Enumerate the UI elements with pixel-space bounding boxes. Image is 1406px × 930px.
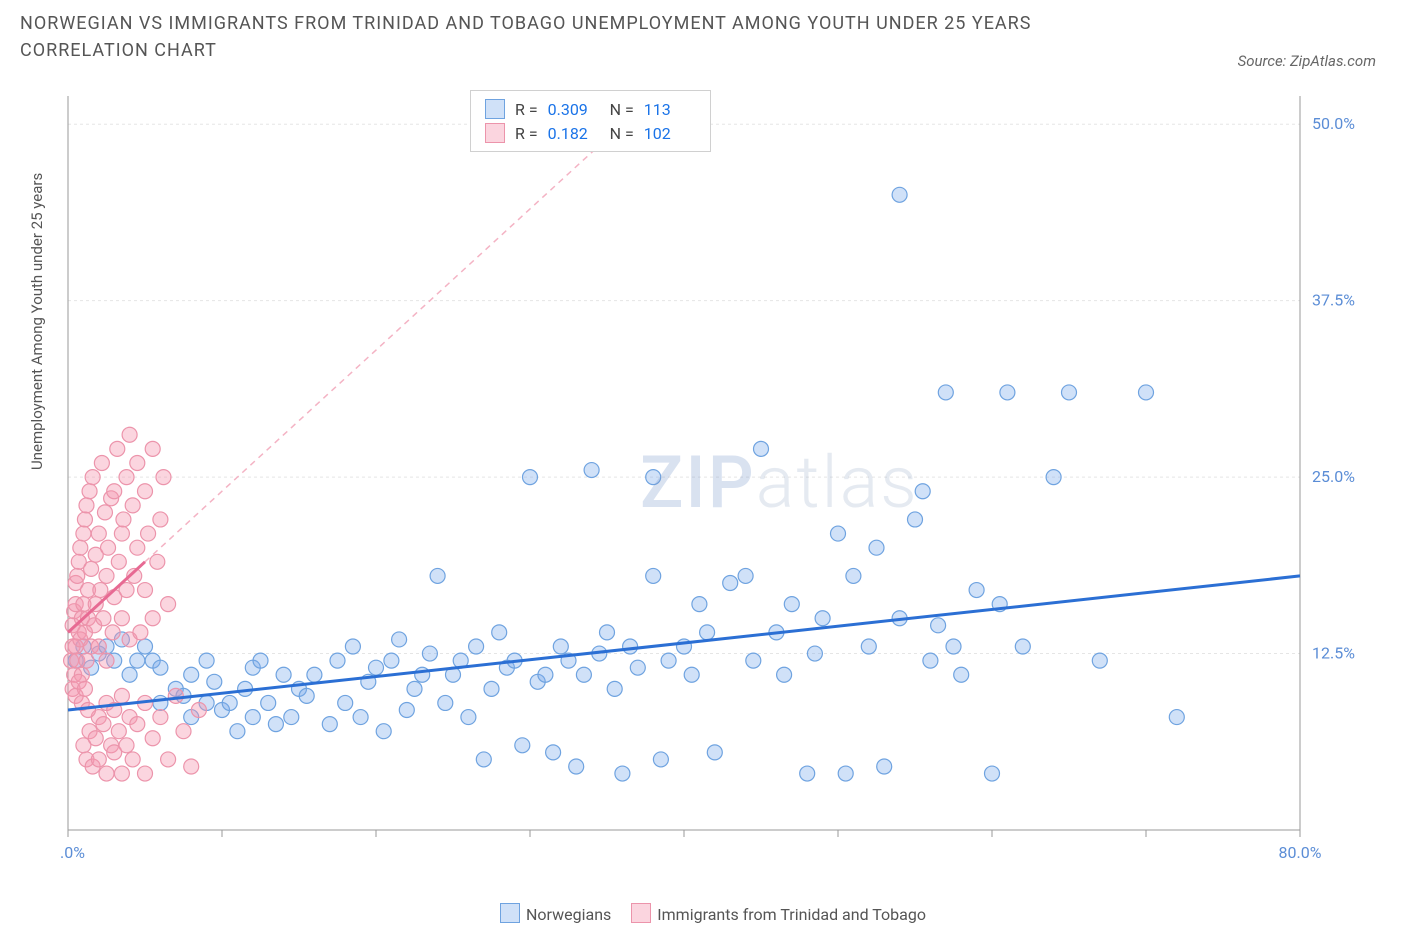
stats-row: R = 0.309 N = 113 bbox=[485, 97, 696, 121]
n-value: 113 bbox=[644, 100, 696, 119]
r-value: 0.182 bbox=[548, 124, 600, 143]
r-value: 0.309 bbox=[548, 100, 600, 119]
svg-text:25.0%: 25.0% bbox=[1312, 467, 1355, 486]
series-swatch bbox=[485, 99, 505, 119]
legend-label: Norwegians bbox=[526, 905, 611, 924]
scatter-chart: 12.5% 25.0% 37.5% 50.0% 0.0% 80.0% bbox=[60, 90, 1380, 880]
source-attribution: Source: ZipAtlas.com bbox=[1238, 52, 1376, 70]
svg-text:12.5%: 12.5% bbox=[1312, 644, 1355, 663]
legend-label: Immigrants from Trinidad and Tobago bbox=[657, 905, 926, 924]
chart-title: NORWEGIAN VS IMMIGRANTS FROM TRINIDAD AN… bbox=[20, 10, 1120, 64]
svg-text:50.0%: 50.0% bbox=[1312, 114, 1355, 133]
correlation-stats-legend: R = 0.309 N = 113 R = 0.182 N = 102 bbox=[470, 90, 711, 152]
n-label: N = bbox=[610, 100, 634, 119]
series-swatch bbox=[485, 123, 505, 143]
r-label: R = bbox=[515, 124, 538, 143]
stats-row: R = 0.182 N = 102 bbox=[485, 121, 696, 145]
svg-text:80.0%: 80.0% bbox=[1279, 843, 1322, 862]
chart-area: 12.5% 25.0% 37.5% 50.0% 0.0% 80.0% bbox=[60, 90, 1380, 880]
r-label: R = bbox=[515, 100, 538, 119]
svg-text:0.0%: 0.0% bbox=[60, 843, 85, 862]
bottom-legend: Norwegians Immigrants from Trinidad and T… bbox=[0, 903, 1406, 924]
y-axis-label: Unemployment Among Youth under 25 years bbox=[28, 173, 46, 470]
legend-swatch bbox=[631, 903, 651, 923]
svg-text:37.5%: 37.5% bbox=[1312, 291, 1355, 310]
n-label: N = bbox=[610, 124, 634, 143]
legend-swatch bbox=[500, 903, 520, 923]
n-value: 102 bbox=[644, 124, 696, 143]
